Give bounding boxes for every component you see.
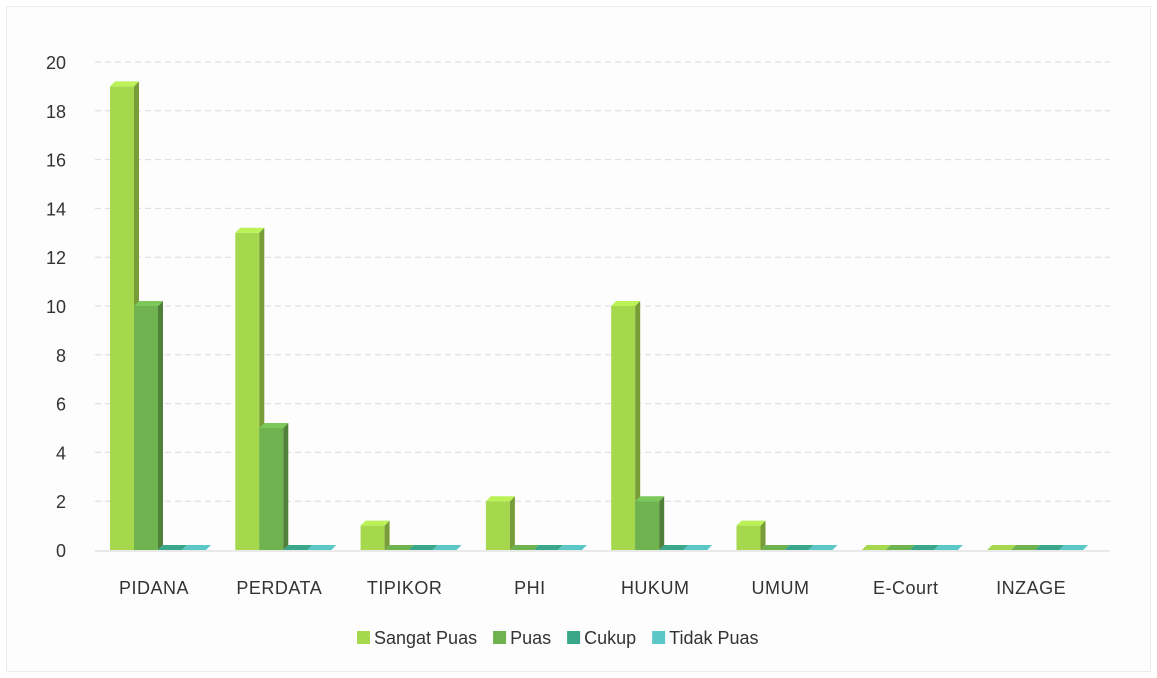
bar-flat <box>1035 545 1065 550</box>
bar-side <box>384 520 390 550</box>
bar <box>485 501 510 550</box>
bar-flat <box>1059 545 1089 550</box>
bar <box>360 525 385 550</box>
bar <box>635 501 660 550</box>
x-tick-label: INZAGE <box>996 578 1066 598</box>
legend-swatch <box>493 631 507 644</box>
bar-flat <box>557 545 587 550</box>
bar <box>611 306 636 550</box>
y-tick-label: 8 <box>56 346 66 366</box>
bar-flat <box>659 545 689 550</box>
x-tick-label: PIDANA <box>119 578 189 598</box>
bar-side <box>635 301 641 550</box>
bar-flat <box>987 545 1017 550</box>
bar-flat <box>432 545 462 550</box>
bar-side <box>659 496 665 550</box>
bar-top <box>635 496 665 502</box>
y-tick-label: 10 <box>46 297 66 317</box>
x-tick-label: PERDATA <box>236 578 322 598</box>
legend-label: Sangat Puas <box>374 628 477 648</box>
x-tick-label: E-Court <box>873 578 939 598</box>
bar-top <box>110 81 139 87</box>
bar-top <box>736 520 766 526</box>
bar <box>110 86 134 551</box>
bar-top <box>485 496 515 502</box>
legend-swatch <box>567 631 581 644</box>
bar-top <box>235 227 265 233</box>
bar <box>134 306 158 550</box>
y-tick-label: 4 <box>56 443 66 463</box>
bar-flat <box>182 545 211 550</box>
y-tick-label: 12 <box>46 248 66 268</box>
bar-top <box>259 423 289 428</box>
bar-side <box>509 496 515 550</box>
y-tick-label: 2 <box>56 492 66 512</box>
legend-swatch <box>357 631 370 644</box>
bar-flat <box>533 545 563 550</box>
y-tick-label: 14 <box>46 199 66 219</box>
x-tick-label: UMUM <box>752 578 810 598</box>
bar <box>259 428 284 550</box>
bar-top <box>134 301 163 306</box>
bar-flat <box>933 545 963 550</box>
x-tick-label: PHI <box>514 578 546 598</box>
y-tick-label: 6 <box>56 395 66 415</box>
bar-side <box>760 520 766 550</box>
y-tick-label: 16 <box>46 151 66 171</box>
bar <box>235 232 260 551</box>
bar-flat <box>158 545 187 550</box>
bar-flat <box>760 545 790 550</box>
y-tick-label: 0 <box>56 541 66 561</box>
bar-flat <box>509 545 539 550</box>
bar-top <box>611 301 641 306</box>
legend-label: Tidak Puas <box>669 628 758 648</box>
bar-flat <box>885 545 915 550</box>
y-tick-label: 18 <box>46 102 66 122</box>
bar-flat <box>683 545 713 550</box>
bar-flat <box>808 545 838 550</box>
legend-label: Puas <box>510 628 551 648</box>
bar-flat <box>408 545 438 550</box>
bar-top <box>360 520 390 526</box>
bar-flat <box>909 545 939 550</box>
legend-swatch <box>652 631 666 644</box>
bar-flat <box>384 545 414 550</box>
bar-flat <box>283 545 313 550</box>
chart-frame <box>6 6 1151 672</box>
y-tick-label: 20 <box>46 53 66 73</box>
bar-flat <box>861 545 891 550</box>
bar-flat <box>1011 545 1041 550</box>
bar-side <box>283 423 289 550</box>
x-tick-label: HUKUM <box>621 578 690 598</box>
bar-flat <box>307 545 337 550</box>
x-tick-label: TIPIKOR <box>367 578 443 598</box>
bar-side <box>158 301 163 550</box>
bar-flat <box>784 545 814 550</box>
bar <box>736 525 761 550</box>
legend-label: Cukup <box>584 628 636 648</box>
